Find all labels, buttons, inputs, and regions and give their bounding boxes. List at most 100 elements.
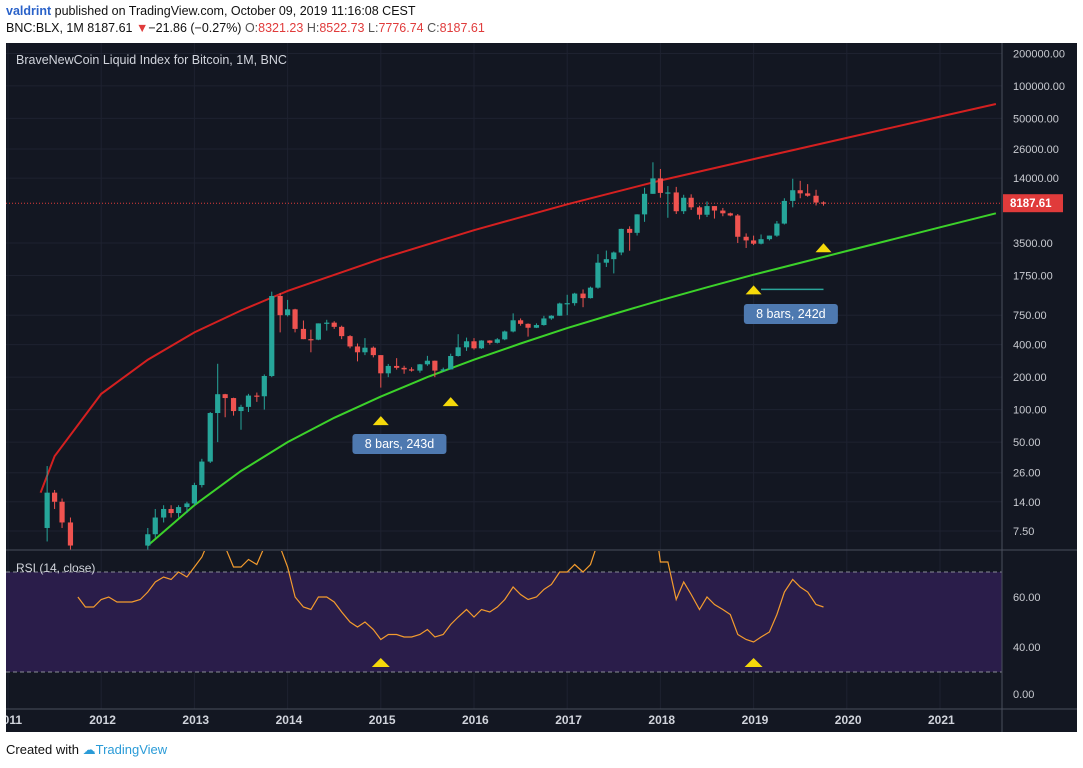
chart-header: valdrint published on TradingView.com, O… <box>6 3 485 37</box>
candle <box>408 367 415 372</box>
candle-body <box>743 236 749 241</box>
candle <box>797 180 803 199</box>
candle <box>385 363 391 378</box>
tradingview-brand[interactable]: TradingView <box>95 742 168 757</box>
candle-body <box>704 206 710 215</box>
down-arrow-icon: ▼ <box>135 21 149 35</box>
close-label: C: <box>427 21 440 35</box>
ohlc-line: BNC:BLX, 1M 8187.61 ▼−21.86 (−0.27%) O:8… <box>6 20 485 37</box>
candle <box>727 212 733 217</box>
candle <box>735 214 741 244</box>
candle-body <box>781 200 787 224</box>
candle-body <box>711 206 718 211</box>
candle-body <box>618 228 624 253</box>
x-tick-label: 2015 <box>369 713 396 727</box>
candle <box>650 162 656 194</box>
candle <box>191 482 197 506</box>
candle-body <box>805 193 811 196</box>
candle-body <box>735 215 741 237</box>
candle-body <box>463 341 470 348</box>
range-label-box <box>352 434 447 455</box>
candle <box>52 489 58 509</box>
candle <box>533 323 540 329</box>
candle <box>370 346 376 358</box>
candle <box>548 315 554 320</box>
candle-body <box>487 340 493 343</box>
candle-body <box>587 287 594 299</box>
axes: 200000.00 100000.00 50000.00 26000.00 14000.… <box>6 43 1077 732</box>
y-tick-label: 400.00 <box>1013 340 1047 352</box>
y-tick-label: 14.00 <box>1013 497 1041 509</box>
candle-body <box>145 534 151 546</box>
candle-body <box>261 375 267 397</box>
candle <box>704 201 710 217</box>
candle-body <box>362 347 368 353</box>
candles <box>44 162 827 550</box>
candle-body <box>478 340 485 349</box>
candle-body <box>751 240 757 244</box>
candle-body <box>774 223 780 236</box>
candle <box>595 254 601 289</box>
candle <box>331 321 337 329</box>
price-chart[interactable]: 8 bars, 243d 8 bars, 242d 200000.00 100000… <box>6 43 1077 732</box>
candle <box>711 206 718 219</box>
candle <box>354 343 361 362</box>
candle <box>300 320 307 340</box>
x-tick-label: 2016 <box>462 713 489 727</box>
candle <box>673 186 679 215</box>
candle-body <box>292 309 298 329</box>
candle-body <box>564 303 570 305</box>
created-with-text: Created with <box>6 742 79 757</box>
candle <box>424 355 430 366</box>
candle <box>230 397 237 416</box>
open-value: 8321.23 <box>258 21 304 35</box>
publish-line: valdrint published on TradingView.com, O… <box>6 3 485 20</box>
candle-body <box>688 197 694 208</box>
x-tick-label: 2011 <box>6 713 22 727</box>
current-price-label: 8187.61 <box>1010 198 1052 210</box>
candle <box>634 214 640 236</box>
candle <box>222 393 228 418</box>
candle <box>688 194 694 210</box>
author-link[interactable]: valdrint <box>6 4 52 18</box>
candle <box>168 505 174 518</box>
candle-body <box>67 522 74 546</box>
rsi-label: RSI (14, close) <box>16 561 95 575</box>
candle-body <box>401 367 407 370</box>
y-tick-label: 750.00 <box>1013 310 1047 322</box>
tradingview-logo-icon[interactable]: ☁ <box>82 742 96 757</box>
current-price-tag <box>1003 194 1063 213</box>
y-tick-label: 3500.00 <box>1013 238 1053 250</box>
candle-body <box>510 320 516 332</box>
candle-body <box>417 364 423 371</box>
candle-body <box>161 508 167 518</box>
candle-body <box>59 501 65 523</box>
candle <box>394 358 400 370</box>
candle <box>347 335 353 349</box>
candle <box>681 194 687 215</box>
rsi-marker-triangle <box>744 658 763 667</box>
candle <box>362 338 368 356</box>
candle-body <box>673 192 679 212</box>
candle-body <box>230 398 237 412</box>
candle <box>820 201 827 206</box>
candle-body <box>191 485 197 504</box>
candle-body <box>215 394 221 414</box>
candle <box>564 294 570 316</box>
candle <box>324 319 330 331</box>
candle-body <box>518 320 524 324</box>
candle <box>758 234 764 245</box>
candle-body <box>727 213 733 216</box>
candle-body <box>502 331 508 340</box>
published-text: published on TradingView.com, October 09… <box>54 4 416 18</box>
candle <box>805 184 811 197</box>
candle <box>44 466 50 542</box>
candle <box>541 315 547 326</box>
candle-body <box>580 293 586 299</box>
candle <box>657 168 663 198</box>
candle-body <box>354 346 361 353</box>
candle-body <box>52 492 58 502</box>
candle <box>572 292 578 306</box>
candle <box>207 412 213 464</box>
chart-title: BraveNewCoin Liquid Index for Bitcoin, 1… <box>16 53 287 67</box>
